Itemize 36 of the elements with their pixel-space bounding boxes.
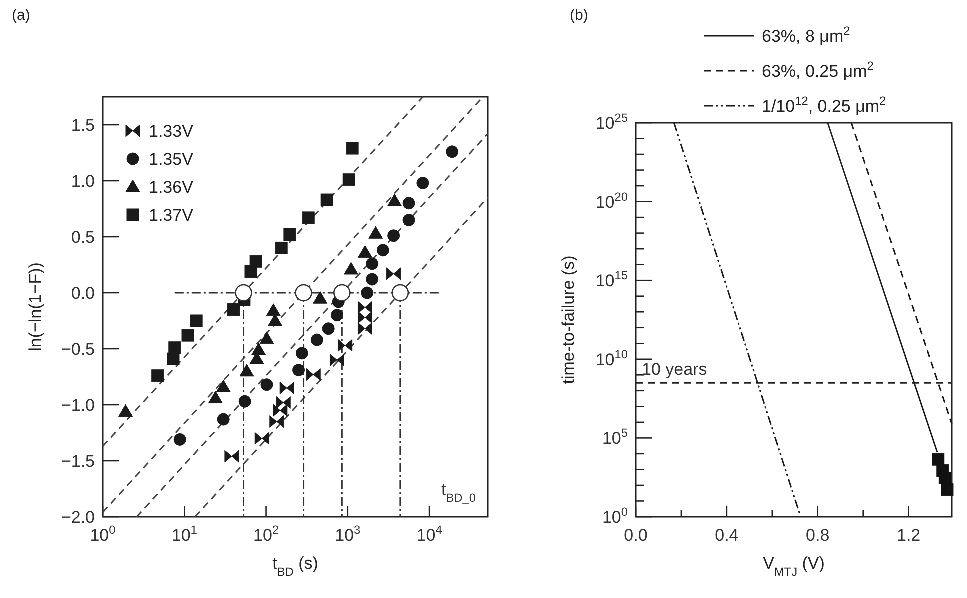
- x-tick-label: 10$^{3}$: [335, 523, 362, 545]
- x-axis-title: t$_{BD}$ (s): [272, 554, 318, 579]
- x-tick-label: 0.8: [806, 526, 830, 545]
- chart-title: (a): [12, 7, 30, 24]
- y-axis-title: time-to-failure (s): [559, 256, 578, 384]
- y-tick-label: 10$^{25}$: [596, 111, 628, 133]
- y-tick-label: 10$^{0}$: [602, 505, 628, 527]
- y-tick-label: 10$^{10}$: [596, 347, 628, 370]
- legend-label: 1.36V: [149, 178, 194, 197]
- y-tick-label: 1.5: [71, 116, 95, 135]
- x-tick-label: 10$^{2}$: [254, 523, 280, 545]
- y-tick-label: 10$^{20}$: [596, 190, 628, 212]
- y-axis-title: ln(−ln(1−F)): [26, 262, 45, 352]
- y-tick-label: 1.0: [71, 172, 95, 191]
- x-tick-label: 10$^{4}$: [416, 523, 443, 545]
- annotation: t$_{BD_0}$: [442, 480, 476, 505]
- y-tick-label: −1.0: [61, 396, 95, 415]
- legend-label: 1.35V: [149, 150, 194, 169]
- x-tick-label: 0.0: [624, 526, 648, 545]
- y-tick-label: 10$^{15}$: [596, 268, 628, 291]
- legend-label: 1.33V: [149, 122, 194, 141]
- legend-label: 63%, 0.25 μm$^{2}$: [762, 59, 874, 81]
- ref-line-label: 10 years: [642, 360, 708, 380]
- chart-title: (b): [570, 7, 588, 24]
- x-tick-label: 0.4: [715, 526, 739, 545]
- y-tick-label: 10$^{5}$: [602, 426, 628, 448]
- legend-label: 63%, 8 μm$^{2}$: [762, 24, 851, 46]
- y-tick-label: 0.5: [71, 228, 95, 247]
- x-tick-label: 10$^{1}$: [172, 523, 198, 545]
- y-tick-label: −0.5: [61, 340, 95, 359]
- x-tick-label: 1.2: [896, 526, 921, 545]
- y-tick-label: 0.0: [71, 284, 95, 303]
- legend-label: 1.37V: [149, 206, 194, 225]
- y-tick-label: −1.5: [61, 452, 95, 471]
- x-axis-title: V$_{MTJ}$ (V): [763, 554, 825, 579]
- legend-label: 1/10$^{12}$, 0.25 μm$^{2}$: [762, 94, 887, 116]
